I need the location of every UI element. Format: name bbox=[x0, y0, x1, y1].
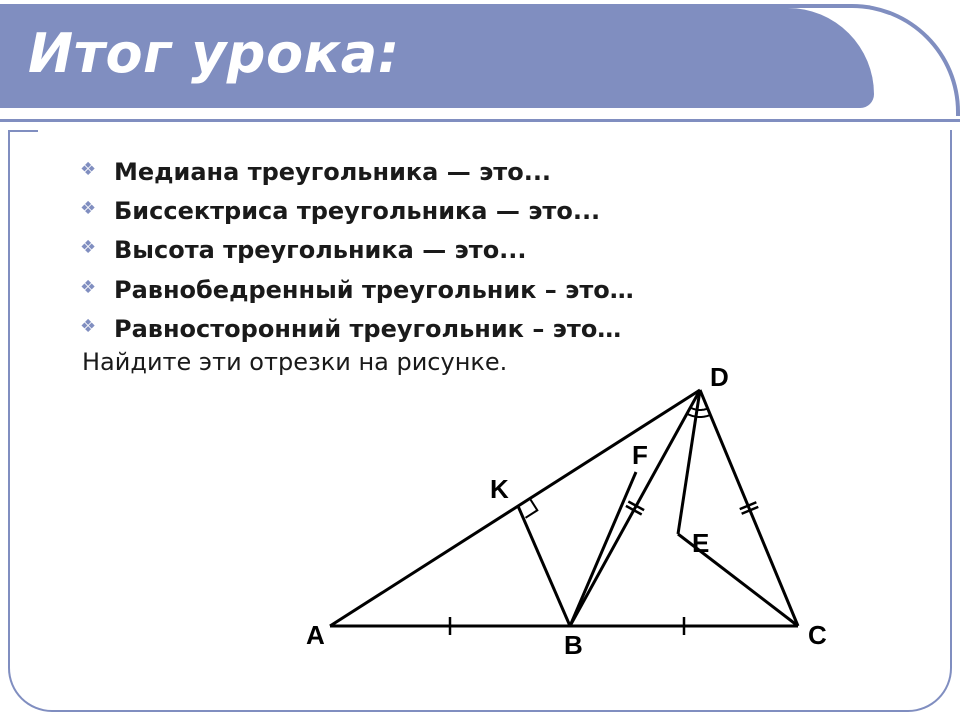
svg-text:K: K bbox=[490, 474, 509, 504]
svg-text:B: B bbox=[564, 630, 583, 660]
slide: Итог урока: Медиана треугольника — это..… bbox=[0, 0, 960, 720]
bullet-list: Медиана треугольника — это... Биссектрис… bbox=[114, 154, 890, 350]
list-item: Равнобедренный треугольник – это… bbox=[114, 272, 890, 309]
svg-text:E: E bbox=[692, 528, 709, 558]
list-item: Высота треугольника — это... bbox=[114, 232, 890, 269]
triangle-diagram: A B C D K E F bbox=[290, 366, 850, 666]
svg-text:D: D bbox=[710, 366, 729, 392]
slide-title: Итог урока: bbox=[28, 22, 400, 85]
header-underline bbox=[0, 119, 960, 122]
list-item: Биссектриса треугольника — это... bbox=[114, 193, 890, 230]
diagram-svg: A B C D K E F bbox=[290, 366, 850, 666]
content-panel: Медиана треугольника — это... Биссектрис… bbox=[8, 130, 952, 712]
slide-header: Итог урока: bbox=[0, 8, 960, 108]
svg-text:A: A bbox=[306, 620, 325, 650]
svg-text:F: F bbox=[632, 440, 648, 470]
list-item: Равносторонний треугольник – это… bbox=[114, 311, 890, 348]
list-item: Медиана треугольника — это... bbox=[114, 154, 890, 191]
svg-text:C: C bbox=[808, 620, 827, 650]
